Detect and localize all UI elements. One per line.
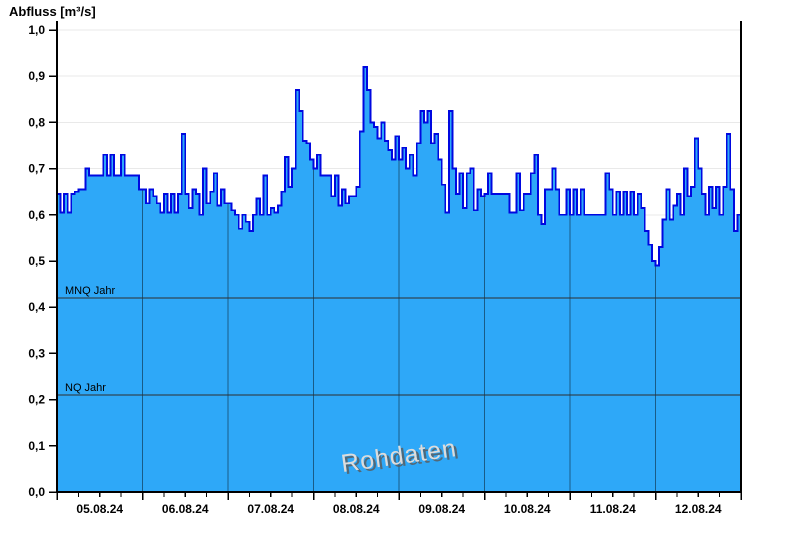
chart-title: Abfluss [m³/s] xyxy=(9,4,96,19)
y-tick-label: 0,3 xyxy=(28,346,45,360)
x-date-label: 07.08.24 xyxy=(247,502,294,516)
y-tick-label: 0,6 xyxy=(28,208,45,222)
discharge-area-fill xyxy=(57,67,741,492)
y-tick-label: 0,2 xyxy=(28,393,45,407)
x-date-label: 11.08.24 xyxy=(590,502,636,516)
x-date-label: 08.08.24 xyxy=(333,502,380,516)
reference-line-label: MNQ Jahr xyxy=(65,285,115,297)
y-tick-label: 1,0 xyxy=(28,23,45,37)
y-tick-label: 0,0 xyxy=(28,485,45,499)
x-date-label: 06.08.24 xyxy=(162,502,209,516)
x-date-label: 05.08.24 xyxy=(76,502,123,516)
y-tick-label: 0,9 xyxy=(28,69,45,83)
reference-line-label: NQ Jahr xyxy=(65,382,106,394)
y-tick-label: 0,5 xyxy=(28,254,45,268)
y-tick-label: 0,7 xyxy=(28,162,45,176)
discharge-step-line xyxy=(57,66,741,267)
y-tick-label: 0,4 xyxy=(28,300,45,314)
x-date-label: 12.08.24 xyxy=(675,502,722,516)
y-tick-label: 0,8 xyxy=(28,115,45,129)
y-tick-label: 0,1 xyxy=(28,439,45,453)
x-date-label: 10.08.24 xyxy=(504,502,551,516)
x-date-label: 09.08.24 xyxy=(418,502,465,516)
